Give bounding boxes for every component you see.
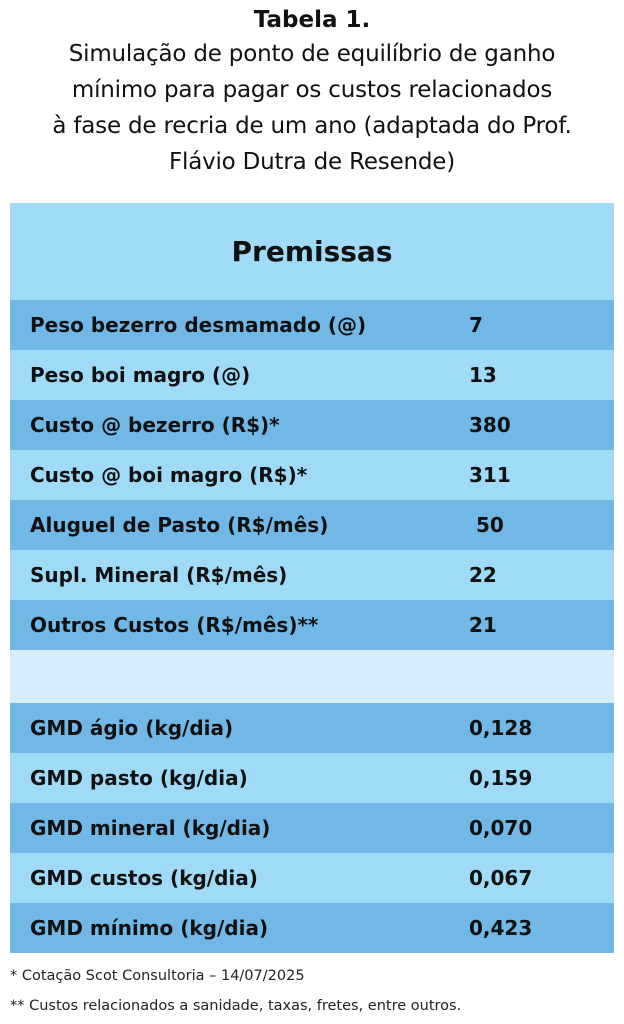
row-label: Peso boi magro (@) (30, 363, 251, 387)
row-value: 7 (469, 313, 483, 337)
table-row: GMD pasto (kg/dia) 0,159 (10, 753, 614, 803)
row-value: 311 (469, 463, 511, 487)
row-label: Custo @ boi magro (R$)* (30, 463, 308, 487)
row-label: Peso bezerro desmamado (@) (30, 313, 367, 337)
row-value: 50 (469, 513, 504, 537)
row-label: GMD ágio (kg/dia) (30, 716, 234, 740)
footnotes: * Cotação Scot Consultoria – 14/07/2025 … (10, 961, 620, 1021)
footnote: * Cotação Scot Consultoria – 14/07/2025 (10, 968, 305, 984)
table-header: Premissas (10, 203, 614, 300)
table-row: Peso boi magro (@) 13 (10, 350, 614, 400)
row-value: 22 (469, 563, 497, 587)
caption-title: Tabela 1. (253, 7, 371, 33)
row-label: Outros Custos (R$/mês)** (30, 613, 319, 637)
table-caption: Tabela 1. Simulação de ponto de equilíbr… (0, 2, 624, 180)
row-value: 0,423 (469, 916, 533, 940)
spacer-row (10, 650, 614, 703)
table-row: GMD mineral (kg/dia) 0,070 (10, 803, 614, 853)
row-label: GMD pasto (kg/dia) (30, 766, 248, 790)
table-row: Supl. Mineral (R$/mês) 22 (10, 550, 614, 600)
table-row: Aluguel de Pasto (R$/mês) 50 (10, 500, 614, 550)
table-row: Custo @ bezerro (R$)* 380 (10, 400, 614, 450)
caption-line: à fase de recria de um ano (adaptada do … (52, 113, 572, 139)
table-row: Custo @ boi magro (R$)* 311 (10, 450, 614, 500)
row-label: Supl. Mineral (R$/mês) (30, 563, 288, 587)
caption-line: mínimo para pagar os custos relacionados (71, 77, 553, 103)
table-row: GMD mínimo (kg/dia) 0,423 (10, 903, 614, 953)
row-value: 13 (469, 363, 497, 387)
row-value: 21 (469, 613, 497, 637)
caption-line: Flávio Dutra de Resende) (168, 149, 456, 175)
table-row: GMD ágio (kg/dia) 0,128 (10, 703, 614, 753)
row-value: 380 (469, 413, 511, 437)
row-value: 0,159 (469, 766, 533, 790)
premissas-table: Premissas Peso bezerro desmamado (@) 7 P… (10, 203, 614, 953)
table-row: Peso bezerro desmamado (@) 7 (10, 300, 614, 350)
table-row: GMD custos (kg/dia) 0,067 (10, 853, 614, 903)
row-label: Aluguel de Pasto (R$/mês) (30, 513, 329, 537)
row-value: 0,128 (469, 716, 533, 740)
row-label: GMD mínimo (kg/dia) (30, 916, 269, 940)
row-label: GMD custos (kg/dia) (30, 866, 258, 890)
row-label: GMD mineral (kg/dia) (30, 816, 271, 840)
row-value: 0,070 (469, 816, 533, 840)
caption-line: Simulação de ponto de equilíbrio de ganh… (68, 41, 556, 67)
footnote: ** Custos relacionados a sanidade, taxas… (10, 998, 462, 1014)
table-row: Outros Custos (R$/mês)** 21 (10, 600, 614, 650)
row-label: Custo @ bezerro (R$)* (30, 413, 280, 437)
row-value: 0,067 (469, 866, 533, 890)
